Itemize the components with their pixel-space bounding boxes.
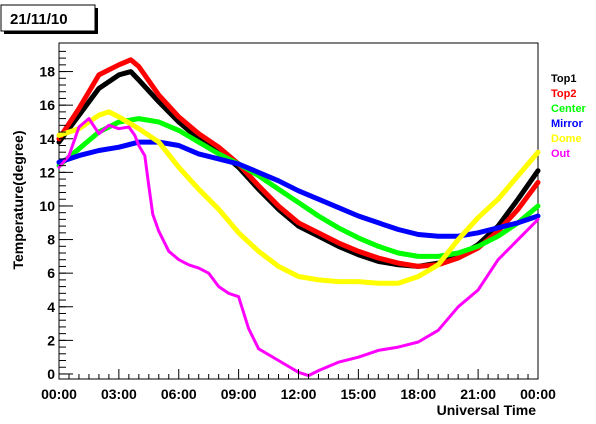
- y-tick-label: 18: [39, 64, 55, 80]
- legend-item-out: Out: [551, 148, 570, 160]
- legend-item-top1: Top1: [551, 73, 576, 85]
- series-line-top2: [56, 57, 541, 269]
- series-line-center: [56, 116, 541, 259]
- y-axis-title: Temperature(degree): [10, 130, 26, 269]
- axis-layer: 00:00 03:00 06:00 09:00 12:00 15:00 18:00 21:00…: [39, 50, 556, 402]
- x-tick-label: 03:00: [101, 386, 137, 402]
- y-tick-label: 12: [39, 164, 55, 180]
- y-tick-label: 6: [47, 265, 55, 281]
- y-tick-label: 10: [39, 198, 55, 214]
- x-tick-label: 09:00: [221, 386, 257, 402]
- y-tick-label: 0: [47, 366, 55, 382]
- x-tick-label: 15:00: [340, 386, 376, 402]
- x-tick-label: 00:00: [520, 386, 556, 402]
- legend: Top1 Top2 Center Mirror Dome Out: [551, 73, 587, 160]
- legend-item-top2: Top2: [551, 88, 576, 100]
- series-line-dome: [56, 109, 541, 286]
- x-tick-label: 18:00: [400, 386, 436, 402]
- series-layer: [56, 57, 541, 378]
- plot-area: [58, 42, 539, 380]
- x-tick-label: 00:00: [41, 386, 77, 402]
- y-tick-label: 14: [39, 131, 55, 147]
- series-line-out: [57, 117, 540, 378]
- x-tick-label: 21:00: [460, 386, 496, 402]
- y-tick-label: 4: [47, 299, 55, 315]
- chart-title: 21/11/10: [10, 11, 68, 28]
- x-axis-title: Universal Time: [437, 402, 537, 418]
- x-tick-label: 06:00: [161, 386, 197, 402]
- chart-title-box: 21/11/10: [0, 4, 98, 34]
- x-tick-label: 12:00: [281, 386, 317, 402]
- y-tick-label: 16: [39, 97, 55, 113]
- y-tick-label: 8: [47, 232, 55, 248]
- y-tick-label: 2: [47, 332, 55, 348]
- legend-item-mirror: Mirror: [551, 118, 584, 130]
- legend-item-dome: Dome: [551, 133, 582, 145]
- legend-item-center: Center: [551, 103, 587, 115]
